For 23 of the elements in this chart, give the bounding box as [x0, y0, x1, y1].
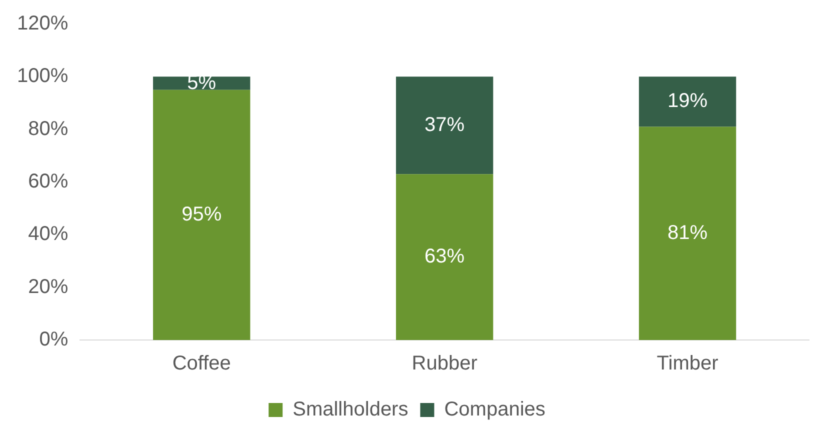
bar — [396, 76, 494, 174]
legend-label: Companies — [444, 398, 546, 421]
x-tick-label: Timber — [656, 352, 719, 375]
y-tick-label: 0% — [39, 328, 68, 351]
data-label: 81% — [668, 222, 708, 244]
data-label: 63% — [424, 246, 465, 268]
data-label: 37% — [424, 114, 465, 136]
bar — [638, 76, 736, 127]
x-tick-label: Rubber — [412, 352, 478, 375]
bar — [153, 76, 250, 90]
bar — [153, 90, 250, 340]
x-tick-label: Coffee — [172, 352, 231, 375]
legend-label: Smallholders — [292, 398, 408, 421]
data-label: 19% — [668, 90, 708, 112]
y-tick-label: 120% — [16, 12, 68, 35]
y-tick-label: 20% — [28, 276, 68, 298]
y-tick-label: 40% — [28, 223, 68, 246]
y-tick-label: 60% — [28, 170, 68, 193]
bar — [396, 174, 494, 340]
y-tick-label: 100% — [16, 65, 68, 88]
y-tick-label: 80% — [28, 118, 68, 140]
bar — [638, 126, 736, 340]
data-label: 95% — [182, 203, 222, 226]
